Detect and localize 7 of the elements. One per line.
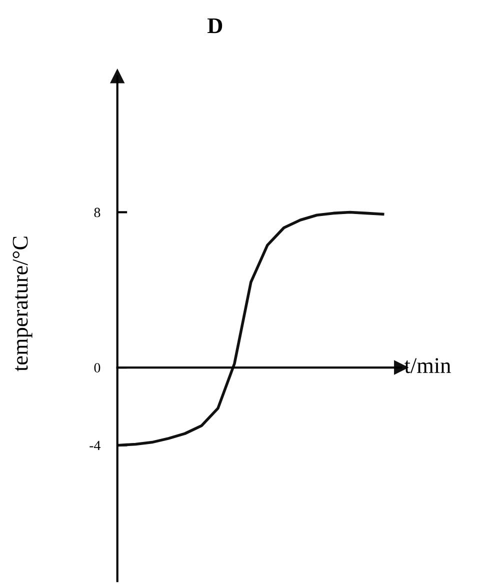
line-series [118, 210, 384, 447]
y-tick-label: 0 [94, 363, 100, 373]
y-axis-title: temperature/°C [12, 236, 32, 372]
x-axis-title: t/min [404, 358, 451, 374]
chart-title: D [208, 18, 222, 34]
y-tick-label: -4 [90, 440, 100, 450]
y-tick-label: 8 [94, 208, 100, 218]
